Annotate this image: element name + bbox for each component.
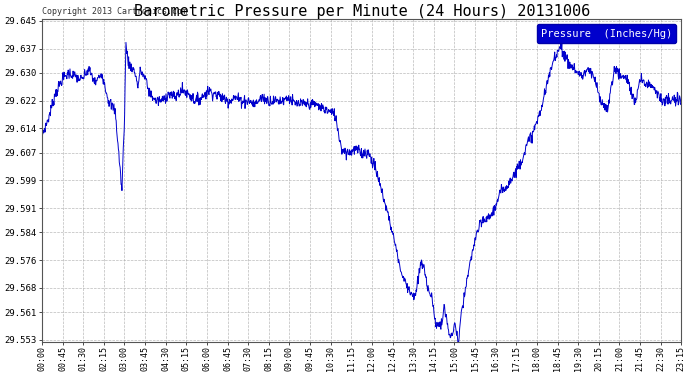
Title: Barometric Pressure per Minute (24 Hours) 20131006: Barometric Pressure per Minute (24 Hours…: [134, 4, 590, 19]
Legend: Pressure  (Inches/Hg): Pressure (Inches/Hg): [537, 24, 676, 43]
Text: Copyright 2013 Cartronics.com: Copyright 2013 Cartronics.com: [42, 7, 187, 16]
